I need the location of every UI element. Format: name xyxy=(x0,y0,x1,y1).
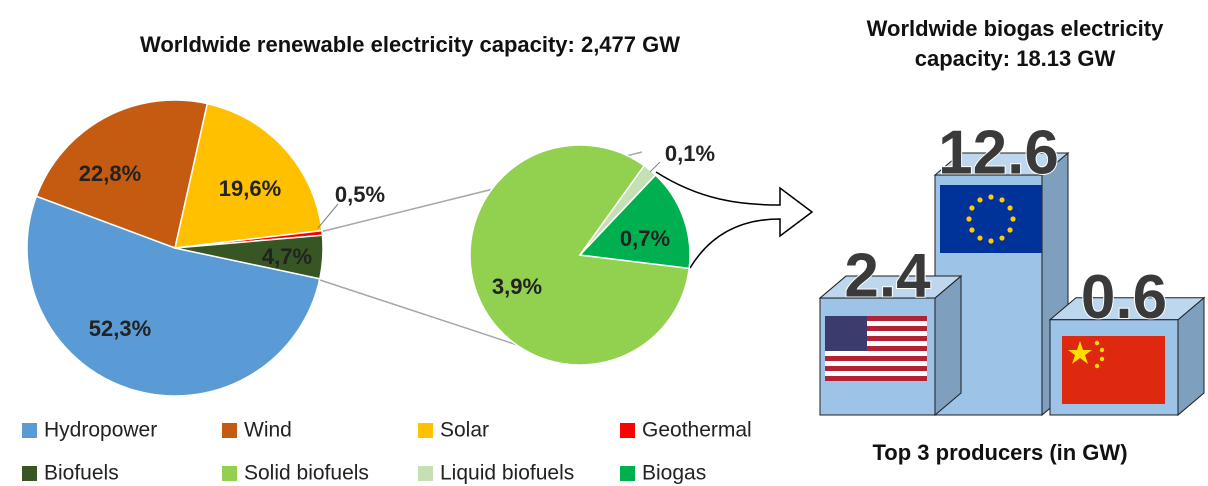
legend-swatch xyxy=(418,466,433,481)
flag-part xyxy=(825,376,927,381)
legend-label: Wind xyxy=(244,419,292,442)
flag-part xyxy=(825,351,927,356)
flag-part xyxy=(966,216,972,222)
flag-part xyxy=(1007,205,1013,211)
podium: 2.412.6 0.6 xyxy=(818,117,1206,417)
legend-swatch xyxy=(22,423,37,438)
flag-part xyxy=(825,366,927,371)
legend-label: Liquid biofuels xyxy=(440,462,574,485)
flag-part xyxy=(977,197,983,203)
flag-part xyxy=(969,227,975,233)
legend-swatch xyxy=(222,423,237,438)
flag-part xyxy=(825,356,927,361)
legend-label: Geothermal xyxy=(642,419,752,442)
flag-part xyxy=(825,346,927,351)
flag-part xyxy=(825,361,927,366)
flag-part xyxy=(999,235,1005,241)
flag-part xyxy=(977,235,983,241)
legend-swatch xyxy=(620,423,635,438)
flag-part xyxy=(825,341,927,346)
leader-line xyxy=(649,161,661,173)
chart-title: Worldwide biogas electricity capacity: 1… xyxy=(866,16,1164,71)
flag-part xyxy=(825,321,927,326)
data-label: 0,7% xyxy=(620,226,670,251)
legend-label: Solid biofuels xyxy=(244,462,369,485)
data-label: 0,1% xyxy=(665,141,715,166)
pies: 52,3% 22,8% 19,6% 0,5% 4,7% 3,9% 0,1% 0,7% xyxy=(26,99,715,397)
data-label: 0.6 xyxy=(1081,263,1167,332)
data-label: 4,7% xyxy=(262,244,312,269)
data-label: 12.6 xyxy=(938,118,1059,187)
pie-slice xyxy=(578,173,691,270)
legend-swatch xyxy=(222,466,237,481)
data-label: 0,5% xyxy=(335,182,385,207)
flag-part xyxy=(825,371,927,376)
pie-slice xyxy=(174,102,323,249)
pie-slice xyxy=(174,234,324,280)
data-label: 52,3% xyxy=(89,316,151,341)
flag-part xyxy=(1068,341,1092,364)
legend-label: Biofuels xyxy=(44,462,119,485)
flag-part xyxy=(825,316,867,351)
legend-swatch xyxy=(620,466,635,481)
legend: Hydropower Wind Solar Geothermal Biofuels Sol… xyxy=(22,419,752,485)
flag-part xyxy=(825,326,927,331)
leader-line xyxy=(317,203,339,229)
legend-label: Biogas xyxy=(642,462,706,485)
legend-label: Hydropower xyxy=(44,419,157,442)
flag-part xyxy=(825,331,927,336)
flag-part xyxy=(825,336,927,341)
data-label: 22,8% xyxy=(79,161,141,186)
chart-title: Worldwide renewable electricity capacity… xyxy=(139,32,681,57)
step-side xyxy=(934,274,962,417)
arrow xyxy=(655,171,814,269)
flag-part xyxy=(1007,227,1013,233)
flag-part xyxy=(825,316,927,321)
pie-slice xyxy=(35,99,209,250)
legend-swatch xyxy=(22,466,37,481)
flag-part xyxy=(1094,363,1100,369)
flag-part xyxy=(1010,216,1016,222)
flag-part xyxy=(1099,356,1105,362)
data-label: 19,6% xyxy=(219,176,281,201)
data-label: 2.4 xyxy=(844,241,931,310)
flag-part xyxy=(969,205,975,211)
flag-part xyxy=(1099,347,1105,353)
flag-part xyxy=(999,197,1005,203)
flag-part xyxy=(988,194,994,200)
flag-part xyxy=(1094,340,1100,346)
flags xyxy=(825,185,1165,404)
pie-slice xyxy=(26,195,321,397)
flag-part xyxy=(1062,336,1165,404)
legend-label: Solar xyxy=(440,419,489,442)
data-label: 3,9% xyxy=(492,274,542,299)
x-axis-label: Top 3 producers (in GW) xyxy=(872,440,1128,465)
flag-part xyxy=(988,238,994,244)
legend-swatch xyxy=(418,423,433,438)
